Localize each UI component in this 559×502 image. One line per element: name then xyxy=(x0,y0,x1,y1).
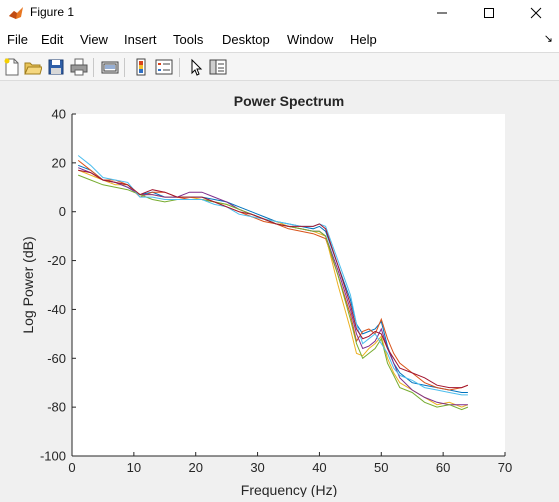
y-tick-label: 20 xyxy=(52,155,66,170)
series-line-7 xyxy=(78,169,469,389)
power-spectrum-chart[interactable]: Power Spectrum 0 10 20 30 40 50 60 70 40 20 0 -20 -4… xyxy=(0,81,559,498)
y-tick-label: -100 xyxy=(40,449,66,464)
menu-desktop[interactable]: Desktop xyxy=(222,32,270,47)
new-figure-icon[interactable] xyxy=(3,58,21,76)
figure-toolbar xyxy=(0,52,559,81)
pointer-icon[interactable] xyxy=(187,58,205,76)
x-tick-label: 60 xyxy=(436,460,450,475)
chart-title: Power Spectrum xyxy=(234,93,344,109)
close-button[interactable] xyxy=(513,0,559,26)
menu-help[interactable]: Help xyxy=(350,32,377,47)
menu-window[interactable]: Window xyxy=(287,32,334,47)
y-tick-label: 0 xyxy=(59,204,66,219)
figure-canvas: Power Spectrum 0 10 20 30 40 50 60 70 40 20 0 -20 -4… xyxy=(0,81,559,498)
x-tick-label: 10 xyxy=(127,460,141,475)
open-file-icon[interactable] xyxy=(24,58,42,76)
x-tick-label: 30 xyxy=(250,460,264,475)
toolbar-separator xyxy=(179,58,180,77)
print-preview-icon[interactable] xyxy=(101,58,119,76)
series-line-5 xyxy=(78,174,469,411)
x-tick-label: 50 xyxy=(374,460,388,475)
toolbar-separator xyxy=(124,58,125,77)
minimize-icon xyxy=(437,12,447,14)
y-tick-label: -60 xyxy=(47,351,66,366)
toolbar-separator xyxy=(93,58,94,77)
minimize-button[interactable] xyxy=(419,0,465,26)
matlab-icon xyxy=(9,7,23,19)
dock-arrow-icon[interactable]: ↘ xyxy=(543,33,553,45)
y-tick-label: -20 xyxy=(47,253,66,268)
menu-file[interactable]: File xyxy=(7,32,28,47)
axes: 0 10 20 30 40 50 60 70 40 20 0 -20 -40 -60 -80 -100 xyxy=(40,107,512,476)
plot-area xyxy=(72,114,505,456)
x-tick-label: 0 xyxy=(68,460,75,475)
menu-bar: File Edit View Insert Tools Desktop Wind… xyxy=(0,26,559,52)
window-titlebar: Figure 1 xyxy=(0,0,559,26)
close-icon xyxy=(530,7,542,19)
window-title: Figure 1 xyxy=(30,5,75,19)
maximize-button[interactable] xyxy=(466,0,512,26)
y-axis-label: Log Power (dB) xyxy=(20,236,36,333)
x-tick-label: 40 xyxy=(312,460,326,475)
menu-tools[interactable]: Tools xyxy=(173,32,204,47)
menu-edit[interactable]: Edit xyxy=(41,32,64,47)
save-icon[interactable] xyxy=(47,58,65,76)
y-tick-label: -80 xyxy=(47,400,66,415)
menu-insert[interactable]: Insert xyxy=(124,32,157,47)
series-line-1 xyxy=(78,164,468,393)
menu-view[interactable]: View xyxy=(80,32,108,47)
x-tick-label: 70 xyxy=(498,460,512,475)
series-lines xyxy=(77,155,469,411)
x-axis-label: Frequency (Hz) xyxy=(241,482,337,497)
maximize-icon xyxy=(484,8,494,18)
y-tick-label: 40 xyxy=(52,107,66,122)
property-inspector-icon[interactable] xyxy=(209,58,227,76)
colorbar-icon[interactable] xyxy=(132,58,150,76)
x-tick-label: 20 xyxy=(188,460,202,475)
legend-icon[interactable] xyxy=(155,58,173,76)
series-line-2 xyxy=(77,160,469,391)
print-icon[interactable] xyxy=(70,58,88,76)
y-tick-label: -40 xyxy=(47,302,66,317)
